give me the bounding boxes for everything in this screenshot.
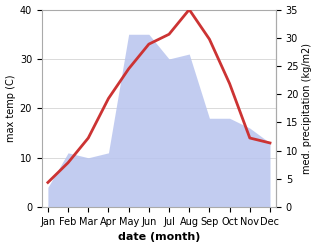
Y-axis label: max temp (C): max temp (C) bbox=[5, 75, 16, 142]
X-axis label: date (month): date (month) bbox=[118, 232, 200, 243]
Y-axis label: med. precipitation (kg/m2): med. precipitation (kg/m2) bbox=[302, 43, 313, 174]
